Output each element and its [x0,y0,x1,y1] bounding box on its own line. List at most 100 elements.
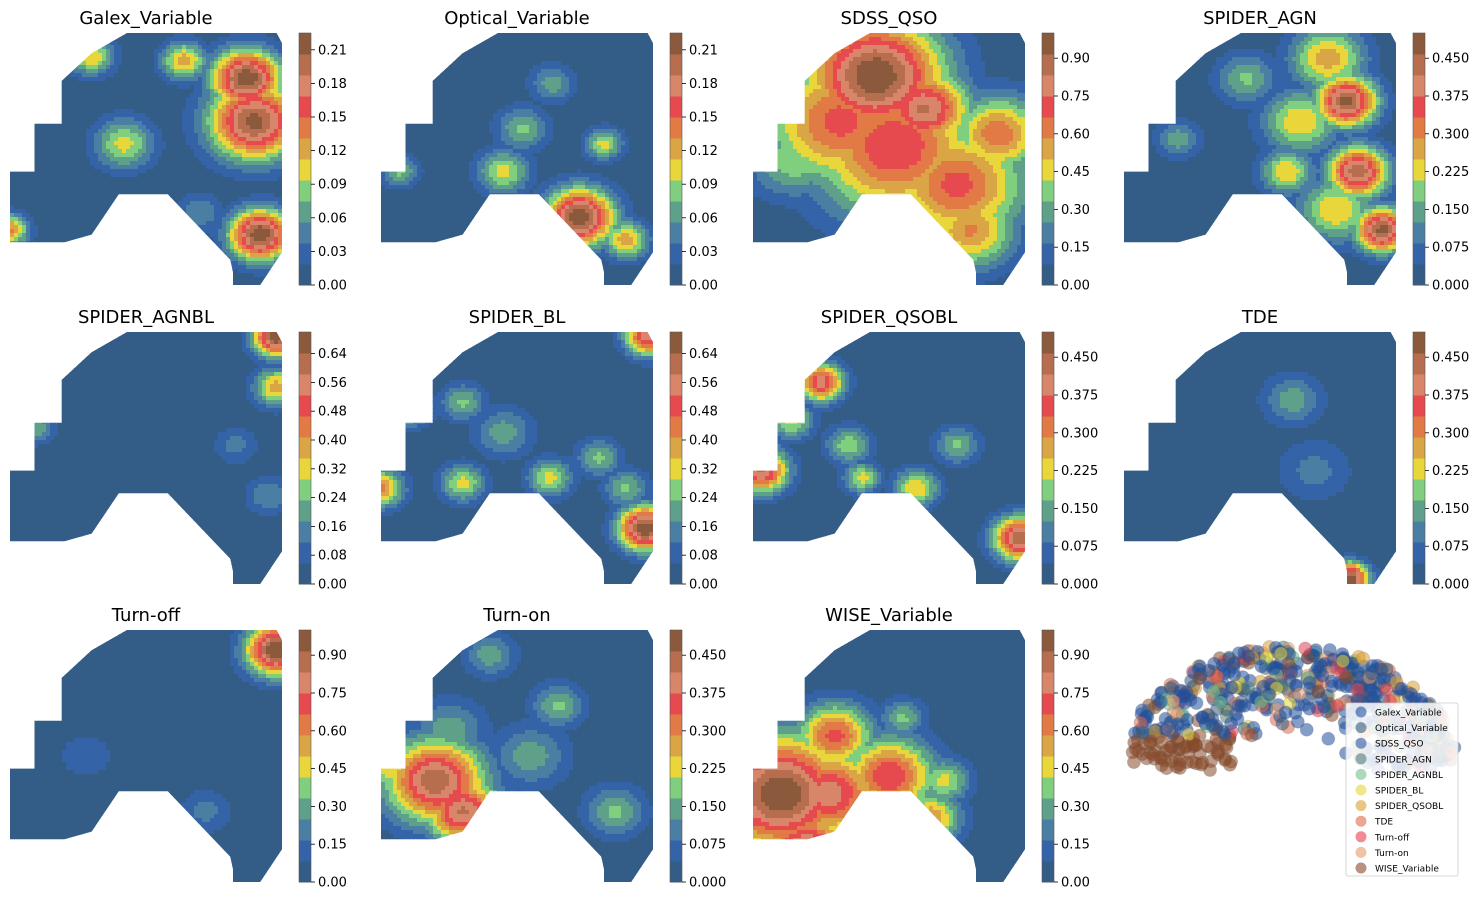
contour-cell [90,209,95,214]
contour-cell [166,121,171,126]
contour-cell [62,173,67,178]
contour-cell [417,69,422,74]
contour-cell [242,117,247,122]
contour-cell [182,217,187,222]
contour-cell [633,65,638,70]
contour-cell [54,49,59,54]
contour-cell [214,201,219,206]
contour-area [10,33,282,285]
contour-cell [433,33,438,38]
contour-cell [457,61,462,66]
contour-cell [158,85,163,90]
contour-cell [10,133,15,138]
contour-cell [222,277,227,282]
contour-cell [70,205,75,210]
contour-cell [90,229,95,234]
contour-cell [66,217,71,222]
contour-cell [98,105,103,110]
contour-cell [178,209,183,214]
contour-cell [254,245,259,250]
contour-cell [621,61,626,66]
contour-cell [10,145,15,150]
contour-cell [94,221,99,226]
contour-cell [162,181,167,186]
contour-cell [130,125,135,130]
contour-cell [577,45,582,50]
contour-cell [210,33,215,38]
contour-cell [230,113,235,118]
contour-cell [122,141,127,146]
contour-cell [142,121,147,126]
contour-cell [34,165,39,170]
contour-cell [134,77,139,82]
contour-cell [254,193,259,198]
contour-cell [86,169,91,174]
contour-cell [98,189,103,194]
contour-cell [70,181,75,186]
contour-cell [238,257,243,262]
contour-cell [98,53,103,58]
contour-cell [102,65,107,70]
contour-cell [150,281,155,285]
contour-cell [90,85,95,90]
contour-cell [274,153,279,158]
contour-cell [174,269,179,274]
contour-cell [154,221,159,226]
contour-cell [238,185,243,190]
contour-cell [34,93,39,98]
contour-cell [194,125,199,130]
contour-cell [90,201,95,206]
contour-cell [238,93,243,98]
contour-cell [589,37,594,42]
contour-cell [194,193,199,198]
contour-cell [178,37,183,42]
contour-cell [158,101,163,106]
contour-cell [62,193,67,198]
contour-cell [38,213,43,218]
contour-cell [86,265,91,270]
contour-cell [501,33,506,38]
contour-cell [186,141,191,146]
contour-cell [262,273,267,278]
contour-cell [158,97,163,102]
contour-cell [70,89,75,94]
contour-cell [174,161,179,166]
contour-cell [202,141,207,146]
contour-cell [46,217,51,222]
contour-cell [146,193,151,198]
contour-cell [617,57,622,62]
contour-cell [513,37,518,42]
contour-cell [413,45,418,50]
contour-cell [98,217,103,222]
contour-cell [202,229,207,234]
contour-cell [134,129,139,134]
contour-cell [86,173,91,178]
contour-cell [90,57,95,62]
contour-cell [58,157,63,162]
contour-cell [194,113,199,118]
contour-cell [50,57,55,62]
contour-cell [274,265,279,270]
contour-cell [194,141,199,146]
contour-cell [158,89,163,94]
contour-cell [22,197,27,202]
contour-cell [162,273,167,278]
contour-cell [134,165,139,170]
contour-cell [138,149,143,154]
contour-cell [54,181,59,186]
contour-cell [170,45,175,50]
contour-cell [597,53,602,58]
contour-cell [30,93,35,98]
contour-cell [270,49,275,54]
contour-cell [110,145,115,150]
contour-cell [214,77,219,82]
contour-cell [46,129,51,134]
contour-cell [178,85,183,90]
colorbar-band [299,180,311,202]
contour-cell [46,265,51,270]
contour-cell [26,149,31,154]
contour-cell [94,137,99,142]
contour-cell [425,37,430,42]
contour-cell [98,253,103,258]
contour-cell [38,77,43,82]
